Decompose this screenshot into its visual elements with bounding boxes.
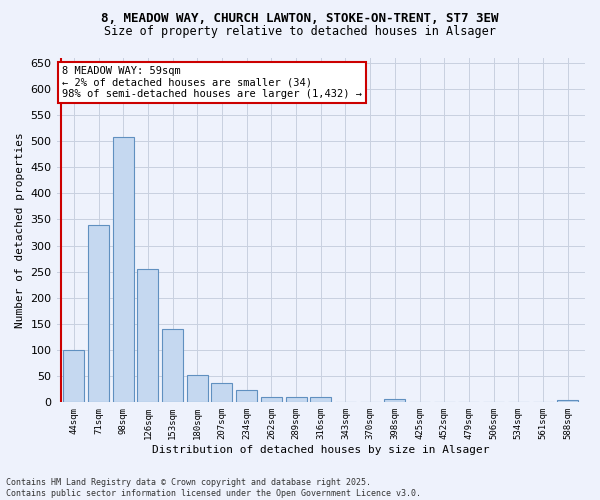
Bar: [211, 383, 232, 402]
Bar: [236, 390, 257, 402]
Bar: [261, 397, 282, 402]
Bar: [385, 399, 406, 402]
Text: Contains HM Land Registry data © Crown copyright and database right 2025.
Contai: Contains HM Land Registry data © Crown c…: [6, 478, 421, 498]
Text: 8 MEADOW WAY: 59sqm
← 2% of detached houses are smaller (34)
98% of semi-detache: 8 MEADOW WAY: 59sqm ← 2% of detached hou…: [62, 66, 362, 100]
Bar: [557, 400, 578, 402]
Bar: [187, 374, 208, 402]
X-axis label: Distribution of detached houses by size in Alsager: Distribution of detached houses by size …: [152, 445, 490, 455]
Y-axis label: Number of detached properties: Number of detached properties: [15, 132, 25, 328]
Text: 8, MEADOW WAY, CHURCH LAWTON, STOKE-ON-TRENT, ST7 3EW: 8, MEADOW WAY, CHURCH LAWTON, STOKE-ON-T…: [101, 12, 499, 26]
Bar: [162, 329, 183, 402]
Bar: [137, 269, 158, 402]
Bar: [286, 397, 307, 402]
Bar: [88, 224, 109, 402]
Text: Size of property relative to detached houses in Alsager: Size of property relative to detached ho…: [104, 25, 496, 38]
Bar: [113, 138, 134, 402]
Bar: [310, 397, 331, 402]
Bar: [64, 350, 85, 403]
